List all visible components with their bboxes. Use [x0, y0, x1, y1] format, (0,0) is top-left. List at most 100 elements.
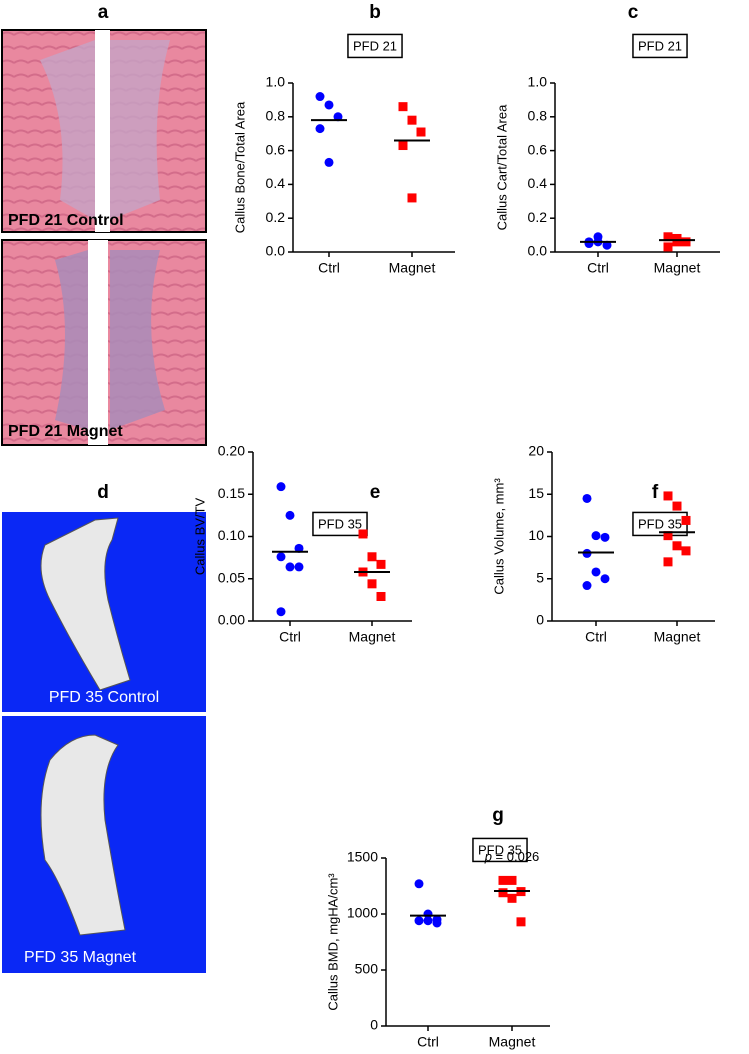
y-tick-label: 0.15 — [218, 485, 245, 501]
data-point — [498, 875, 508, 885]
y-axis-label: Callus Bone/Total Area — [232, 101, 247, 233]
data-point — [663, 242, 673, 252]
y-tick-label: 0.00 — [218, 612, 245, 628]
data-point — [423, 916, 433, 926]
y-tick-label: 0.6 — [528, 141, 548, 157]
y-tick-label: 0.0 — [266, 243, 286, 259]
data-point — [294, 562, 304, 572]
y-axis-label: Callus Volume, mm³ — [491, 478, 506, 595]
x-tick-label: Ctrl — [587, 260, 609, 276]
x-tick-label: Magnet — [489, 1034, 536, 1050]
y-tick-label: 0.0 — [528, 243, 548, 259]
x-tick-label: Magnet — [654, 629, 701, 645]
x-tick-label: Magnet — [389, 260, 436, 276]
annotation: p = 0.026 — [484, 849, 540, 864]
y-tick-label: 10 — [528, 527, 544, 543]
microct-images — [2, 512, 206, 973]
y-axis-label: Callus Cart/Total Area — [494, 104, 509, 230]
data-point — [376, 559, 386, 569]
title-box — [312, 511, 368, 537]
data-point — [681, 546, 691, 556]
y-tick-label: 0.8 — [528, 108, 548, 124]
x-tick-label: Ctrl — [318, 260, 340, 276]
data-point — [600, 574, 610, 584]
data-point — [285, 562, 295, 572]
data-point — [376, 591, 386, 601]
data-point — [324, 157, 334, 167]
data-point — [407, 193, 417, 203]
data-point — [315, 124, 325, 134]
y-tick-label: 1.0 — [528, 74, 548, 90]
data-point — [414, 916, 424, 926]
annotation-text: = 0.026 — [496, 849, 540, 864]
data-point — [324, 100, 334, 110]
y-tick-label: 1000 — [347, 905, 378, 921]
data-point — [276, 607, 286, 617]
y-tick-label: 1.0 — [266, 74, 286, 90]
y-tick-label: 20 — [528, 443, 544, 459]
data-point — [663, 531, 673, 541]
annotation-italic: p — [484, 849, 492, 864]
y-tick-label: 0.4 — [528, 175, 548, 191]
chart-title: PFD 35 — [318, 516, 362, 531]
data-point — [507, 875, 517, 885]
data-point — [358, 529, 368, 539]
image-caption: PFD 21 Control — [8, 212, 124, 229]
panel-letter: e — [370, 482, 381, 503]
data-point — [294, 543, 304, 553]
data-point — [663, 491, 673, 501]
x-tick-label: Ctrl — [279, 629, 301, 645]
y-tick-label: 0 — [370, 1017, 378, 1033]
y-tick-label: 0.10 — [218, 527, 245, 543]
data-point — [681, 515, 691, 525]
x-tick-label: Magnet — [349, 629, 396, 645]
data-point — [416, 127, 426, 137]
y-axis-label: Callus BV/TV — [192, 498, 207, 576]
y-tick-label: 0.8 — [266, 108, 286, 124]
title-box — [472, 837, 528, 863]
image-caption: PFD 21 Magnet — [8, 423, 123, 440]
y-tick-label: 0.05 — [218, 569, 245, 585]
image-caption: PFD 35 Control — [49, 689, 159, 706]
y-tick-label: 0.20 — [218, 443, 245, 459]
panel-letter: g — [492, 805, 504, 826]
panel-letter: b — [369, 2, 381, 23]
y-tick-label: 5 — [536, 569, 544, 585]
data-point — [407, 115, 417, 125]
chart-title: PFD 21 — [638, 38, 682, 53]
x-tick-label: Ctrl — [417, 1034, 439, 1050]
y-tick-label: 0.4 — [266, 175, 286, 191]
y-tick-label: 0.6 — [266, 141, 286, 157]
data-point — [663, 232, 673, 242]
data-point — [367, 552, 377, 562]
data-point — [315, 92, 325, 102]
data-point — [600, 532, 610, 542]
data-point — [582, 581, 592, 591]
data-point — [276, 482, 286, 492]
data-point — [367, 579, 377, 589]
data-point — [333, 112, 343, 122]
y-tick-label: 1500 — [347, 849, 378, 865]
data-point — [414, 879, 424, 889]
x-tick-label: Magnet — [654, 260, 701, 276]
y-axis-label: Callus BMD, mgHA/cm³ — [325, 873, 340, 1011]
x-tick-label: Ctrl — [585, 629, 607, 645]
y-tick-label: 500 — [355, 961, 379, 977]
data-point — [591, 531, 601, 541]
title-box — [632, 33, 688, 59]
data-point — [432, 918, 442, 928]
data-point — [498, 888, 508, 898]
chart-title: PFD 35 — [478, 842, 522, 857]
panel-letter: c — [628, 2, 639, 23]
data-point — [591, 567, 601, 577]
data-point — [663, 557, 673, 567]
data-point — [276, 552, 286, 562]
data-point — [681, 237, 691, 247]
y-tick-label: 0.2 — [528, 209, 548, 225]
data-point — [398, 102, 408, 112]
data-point — [285, 510, 295, 520]
data-point — [602, 240, 612, 250]
y-tick-label: 0 — [536, 612, 544, 628]
data-point — [672, 237, 682, 247]
